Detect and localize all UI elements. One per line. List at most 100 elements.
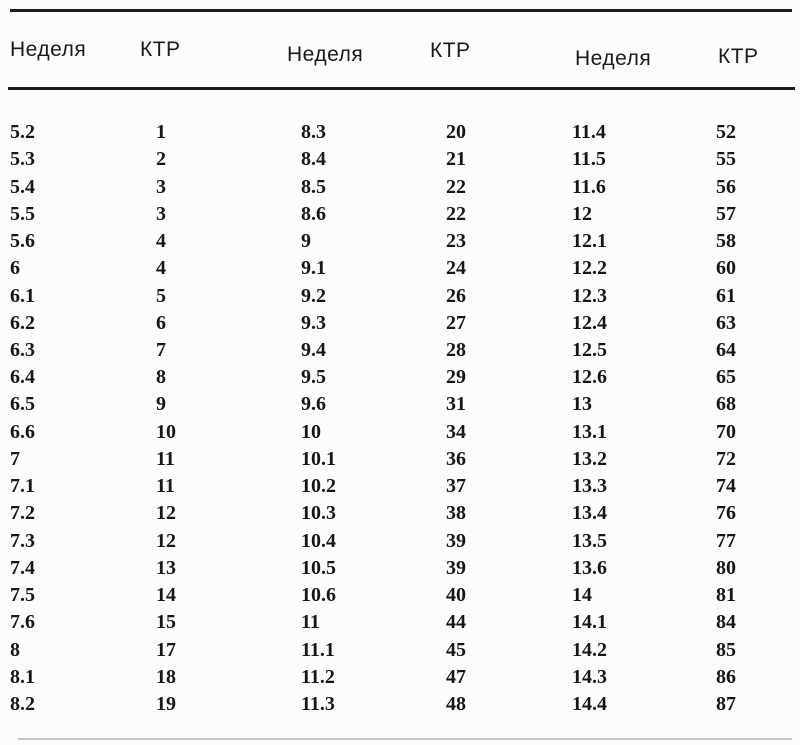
ktr-cell: 48 xyxy=(446,693,466,716)
ktr-cell: 56 xyxy=(716,175,736,198)
week-cell: 6.5 xyxy=(10,393,35,416)
table-row: 6.2 6 9.3 27 12.4 63 xyxy=(10,310,800,337)
week-cell: 6 xyxy=(10,257,20,280)
table-row: 6.4 8 9.5 29 12.6 65 xyxy=(10,364,800,391)
week-cell: 7.5 xyxy=(10,584,35,607)
week-cell: 11.3 xyxy=(301,693,335,716)
week-cell: 11 xyxy=(301,611,320,634)
week-cell: 13.1 xyxy=(572,420,607,443)
table-row: 6.6 10 10 34 13.1 70 xyxy=(10,419,800,446)
table-bottom-rule xyxy=(18,738,792,740)
table-row: 7.1 11 10.2 37 13.3 74 xyxy=(10,473,800,500)
week-cell: 8.2 xyxy=(10,693,35,716)
week-cell: 11.4 xyxy=(572,121,606,144)
week-cell: 13 xyxy=(572,393,592,416)
week-cell: 5.4 xyxy=(10,175,35,198)
table-row: 7.5 14 10.6 40 14 81 xyxy=(10,582,800,609)
ktr-cell: 29 xyxy=(446,366,466,389)
ktr-cell: 58 xyxy=(716,230,736,253)
ktr-cell: 68 xyxy=(716,393,736,416)
week-cell: 8.5 xyxy=(301,175,326,198)
week-cell: 6.1 xyxy=(10,284,35,307)
column-header-week-3: Неделя xyxy=(575,47,652,70)
ktr-cell: 3 xyxy=(156,175,166,198)
week-cell: 13.4 xyxy=(572,502,607,525)
ktr-cell: 14 xyxy=(156,584,176,607)
ktr-cell: 37 xyxy=(446,475,466,498)
ktr-cell: 4 xyxy=(156,257,166,280)
ktr-cell: 2 xyxy=(156,148,166,171)
column-header-ktr-3: КТР xyxy=(718,45,759,68)
ktr-cell: 61 xyxy=(716,284,736,307)
week-cell: 6.3 xyxy=(10,338,35,361)
week-cell: 10 xyxy=(301,420,321,443)
ktr-cell: 8 xyxy=(156,366,166,389)
ktr-cell: 74 xyxy=(716,475,736,498)
table-row: 6.3 7 9.4 28 12.5 64 xyxy=(10,337,800,364)
week-cell: 8.3 xyxy=(301,121,326,144)
ktr-cell: 87 xyxy=(716,693,736,716)
ktr-cell: 11 xyxy=(156,475,175,498)
week-cell: 8.6 xyxy=(301,202,326,225)
week-cell: 14.4 xyxy=(572,693,607,716)
week-cell: 9.3 xyxy=(301,311,326,334)
table-row: 7.3 12 10.4 39 13.5 77 xyxy=(10,528,800,555)
ktr-cell: 76 xyxy=(716,502,736,525)
ktr-cell: 12 xyxy=(156,529,176,552)
table-row: 6.1 5 9.2 26 12.3 61 xyxy=(10,282,800,309)
week-cell: 9.1 xyxy=(301,257,326,280)
week-cell: 7.2 xyxy=(10,502,35,525)
week-cell: 7.4 xyxy=(10,556,35,579)
week-cell: 7.1 xyxy=(10,475,35,498)
week-cell: 8.1 xyxy=(10,665,35,688)
table-header-row: Неделя КТР Неделя КТР Неделя КТР xyxy=(10,38,800,71)
ktr-cell: 81 xyxy=(716,584,736,607)
ktr-cell: 80 xyxy=(716,556,736,579)
week-cell: 11.2 xyxy=(301,665,335,688)
table-row: 5.3 2 8.4 21 11.5 55 xyxy=(10,146,800,173)
table-row: 5.4 3 8.5 22 11.6 56 xyxy=(10,173,800,200)
ktr-cell: 31 xyxy=(446,393,466,416)
week-cell: 13.6 xyxy=(572,556,607,579)
column-header-week-1: Неделя xyxy=(10,38,87,61)
week-cell: 10.2 xyxy=(301,475,336,498)
ktr-cell: 19 xyxy=(156,693,176,716)
ktr-cell: 64 xyxy=(716,338,736,361)
week-cell: 12.5 xyxy=(572,338,607,361)
ktr-cell: 52 xyxy=(716,121,736,144)
week-cell: 11.6 xyxy=(572,175,606,198)
ktr-cell: 39 xyxy=(446,529,466,552)
week-cell: 13.5 xyxy=(572,529,607,552)
table-header-rule xyxy=(8,87,795,90)
ktr-cell: 65 xyxy=(716,366,736,389)
week-cell: 12.4 xyxy=(572,311,607,334)
ktr-cell: 28 xyxy=(446,338,466,361)
week-cell: 6.6 xyxy=(10,420,35,443)
week-cell: 11.5 xyxy=(572,148,606,171)
ktr-cell: 40 xyxy=(446,584,466,607)
week-cell: 12 xyxy=(572,202,592,225)
ktr-cell: 86 xyxy=(716,665,736,688)
week-cell: 6.4 xyxy=(10,366,35,389)
ktr-cell: 47 xyxy=(446,665,466,688)
week-cell: 14.3 xyxy=(572,665,607,688)
week-cell: 5.3 xyxy=(10,148,35,171)
week-cell: 14.1 xyxy=(572,611,607,634)
ktr-cell: 57 xyxy=(716,202,736,225)
ktr-cell: 11 xyxy=(156,447,175,470)
ktr-cell: 23 xyxy=(446,230,466,253)
ktr-cell: 13 xyxy=(156,556,176,579)
week-cell: 14 xyxy=(572,584,592,607)
ktr-cell: 17 xyxy=(156,638,176,661)
table-row: 6 4 9.1 24 12.2 60 xyxy=(10,255,800,282)
table-row: 7 11 10.1 36 13.2 72 xyxy=(10,446,800,473)
ktr-cell: 45 xyxy=(446,638,466,661)
ktr-cell: 3 xyxy=(156,202,166,225)
ktr-cell: 6 xyxy=(156,311,166,334)
table-top-rule xyxy=(10,9,792,12)
table-row: 8.1 18 11.2 47 14.3 86 xyxy=(10,664,800,691)
ktr-cell: 60 xyxy=(716,257,736,280)
week-cell: 11.1 xyxy=(301,638,335,661)
table-row: 5.2 1 8.3 20 11.4 52 xyxy=(10,119,800,146)
